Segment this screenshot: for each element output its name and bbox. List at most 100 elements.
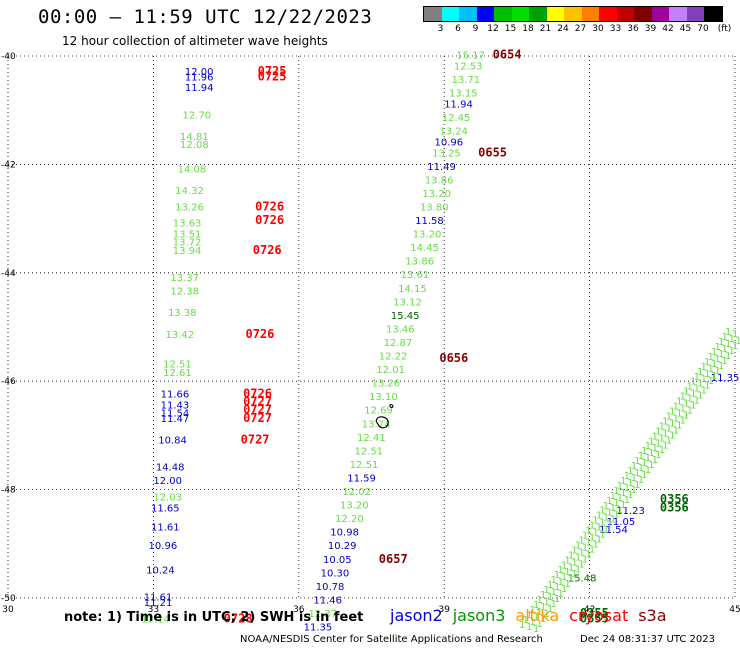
- dense-track-mark: 1: [571, 557, 577, 568]
- swh-label-west: 10.24: [146, 566, 175, 577]
- dense-track-mark: 1: [701, 374, 707, 385]
- dense-track-mark: 1: [701, 362, 707, 373]
- dense-track-mark: 1: [582, 554, 588, 565]
- swh-label-west: 13.72: [173, 238, 202, 249]
- dense-track-mark: 1: [617, 481, 623, 492]
- swh-label-west: 11.61: [144, 593, 173, 604]
- dense-track-mark: 1: [715, 366, 721, 377]
- dense-track-mark: 1: [533, 600, 539, 611]
- legend-tick: 18: [522, 24, 534, 34]
- legend-tick: 9: [472, 24, 479, 34]
- dense-track-mark: 1: [557, 577, 563, 588]
- dense-track-mark: 1: [599, 506, 605, 517]
- dense-track-mark: 1: [547, 592, 553, 603]
- dense-track-mark: 1: [550, 599, 556, 610]
- legend-tick: 33: [609, 24, 622, 34]
- dense-track-mark: 1: [694, 396, 700, 407]
- lat-tick-label: -44: [1, 269, 16, 279]
- legend-swatch: [564, 7, 582, 21]
- dense-track-mark: 1: [725, 327, 731, 338]
- swh-label-west: 14.08: [178, 165, 207, 176]
- swh-label-middle: 12.01: [376, 365, 405, 376]
- dense-track-mark: 1: [641, 446, 647, 457]
- swh-label-middle: 12.45: [442, 113, 471, 124]
- dense-track-mark: 1: [554, 582, 560, 593]
- dense-track-mark: 1: [631, 473, 637, 484]
- swh-label-west: 10.84: [158, 436, 187, 447]
- dense-track-mark: 1: [708, 352, 714, 363]
- lat-tick-label: -42: [1, 160, 16, 170]
- time-label: 0726: [255, 199, 284, 213]
- swh-label-west: 12.03: [153, 492, 182, 503]
- dense-track-mark: 1: [603, 525, 609, 536]
- dense-track-mark: 1: [683, 411, 689, 422]
- legend-tick: 27: [574, 24, 587, 34]
- legend-swatch: [529, 7, 547, 21]
- dense-track-mark: 1: [697, 367, 703, 378]
- dense-track-mark: 1: [655, 426, 661, 437]
- dense-track-mark: 1: [526, 622, 532, 633]
- time-label: 0727: [243, 411, 272, 425]
- lon-tick-label: 30: [2, 605, 14, 615]
- sat-cryosat: cryosat: [569, 606, 629, 625]
- legend-swatch: [459, 7, 477, 21]
- dense-track-mark: 1: [613, 498, 619, 509]
- legend-swatch: [511, 7, 529, 21]
- dense-track-mark: 1: [589, 521, 595, 532]
- swh-label-east: 11.35: [711, 373, 740, 384]
- dense-track-mark: 1: [722, 356, 728, 367]
- swh-label-west: 12.00: [185, 67, 214, 78]
- dense-track-mark: 1: [669, 418, 675, 429]
- dense-track-mark: 1: [648, 448, 654, 459]
- swh-label-west: 13.37: [170, 273, 199, 284]
- legend-swatch: [424, 7, 442, 21]
- swh-label-middle: 13.86: [405, 257, 434, 268]
- dense-track-mark: 1: [666, 435, 672, 446]
- swh-label-middle: 10.96: [435, 137, 464, 148]
- dense-track-mark: 1: [536, 607, 542, 618]
- time-label: 0654: [493, 48, 522, 62]
- dense-track-mark: 1: [659, 421, 665, 432]
- dense-track-mark: 1: [550, 575, 556, 586]
- swh-label-middle: 13.46: [386, 324, 415, 335]
- swh-label-west: 12.38: [170, 286, 199, 297]
- dense-track-mark: 1: [627, 490, 633, 501]
- swh-label-middle: 13.24: [439, 127, 468, 138]
- dense-track-mark: 1: [687, 406, 693, 417]
- dense-track-mark: 1: [704, 381, 710, 392]
- swh-label-west: 12.61: [163, 368, 192, 379]
- legend-swatch: [441, 7, 459, 21]
- dense-track-mark: 1: [536, 595, 542, 606]
- map-grid: 30 33 36 39 42 45 -40 -42 -44 -46 -48 -50: [1, 52, 740, 615]
- dense-track-mark: 1: [568, 550, 574, 561]
- legend-tick: 45: [679, 24, 692, 34]
- dense-track-mark: 1: [543, 597, 549, 608]
- swh-label-middle: 13.26: [372, 379, 401, 390]
- lon-tick-label: 45: [729, 605, 740, 615]
- legend-unit: (ft): [717, 24, 732, 34]
- dense-track-mark: 1: [578, 559, 584, 570]
- dense-track-mark: 1: [624, 471, 630, 482]
- dense-track-mark: 1: [676, 420, 682, 431]
- dense-track-mark: 1: [690, 389, 696, 400]
- time-label: 0726: [253, 243, 282, 257]
- swh-label-west: 14.81: [180, 132, 209, 143]
- swh-label-west: 13.63: [173, 219, 202, 230]
- dense-track-mark: 1: [603, 513, 609, 524]
- dense-track-mark: 1: [683, 387, 689, 398]
- legend-tick: 24: [557, 24, 569, 34]
- swh-label-east: 11.54: [599, 525, 628, 536]
- dense-track-mark: 1: [711, 371, 717, 382]
- dense-track-mark: 1: [690, 377, 696, 388]
- legend-swatch: [669, 7, 687, 21]
- footer-note: note: 1) Time is in UTC; 2) SWH is in fe…: [64, 610, 364, 625]
- dense-track-mark: 1: [561, 560, 567, 571]
- swh-label-middle: 12.87: [384, 338, 413, 349]
- swh-label-middle: 11.58: [415, 216, 444, 227]
- dense-track-mark: 1: [575, 564, 581, 575]
- dense-track-mark: 1: [718, 349, 724, 360]
- swh-label-middle: 13.74: [362, 419, 391, 430]
- dense-track-mark: 1: [722, 344, 728, 355]
- swh-label-middle: 15.45: [391, 311, 420, 322]
- swh-label-west: 13.42: [166, 330, 195, 341]
